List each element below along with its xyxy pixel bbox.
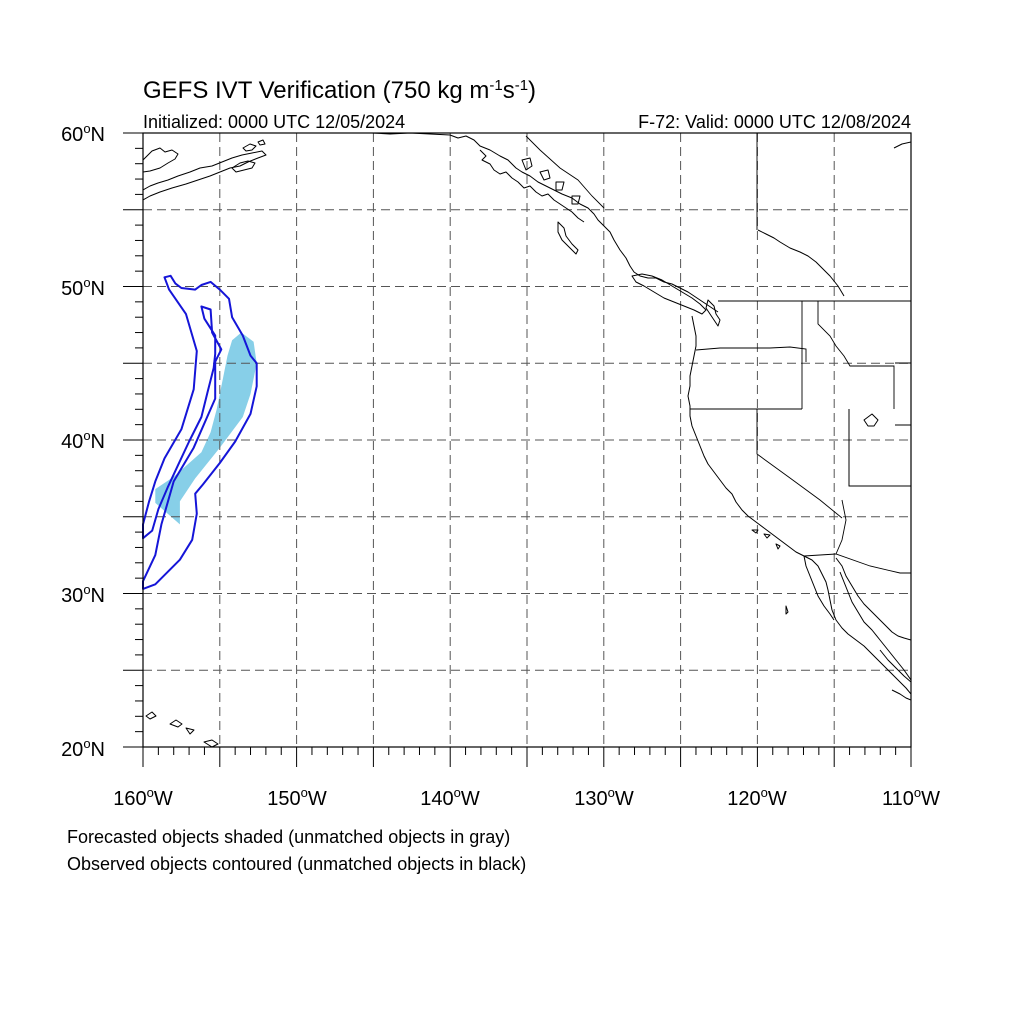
figure-title: GEFS IVT Verification (750 kg m-1s-1) — [143, 77, 536, 105]
vancouver-island — [631, 273, 707, 315]
lat-label-30: 30oN — [61, 582, 105, 607]
az-ca-border — [835, 499, 847, 555]
ca-nv-diagonal — [756, 409, 843, 519]
hawaii-oahu-maui — [169, 719, 195, 735]
observed-legend-note: Observed objects contoured (unmatched ob… — [67, 854, 526, 874]
lon-label-160: 160oW — [113, 785, 173, 810]
lon-label-120: 120oW — [727, 785, 787, 810]
us-mexico-border — [803, 553, 911, 574]
initialized-time: Initialized: 0000 UTC 12/05/2024 — [143, 112, 405, 132]
lat-label-20: 20oN — [61, 736, 105, 761]
lon-label-140: 140oW — [420, 785, 480, 810]
us-west-coast — [687, 315, 911, 695]
gridlines — [143, 133, 911, 747]
gulf-of-california — [835, 557, 911, 681]
lat-label-40: 40oN — [61, 428, 105, 453]
mexico-mainland-coast — [879, 649, 911, 701]
axis-ticks — [123, 132, 912, 767]
lon-label-150: 150oW — [267, 785, 327, 810]
alaska-archipelago — [521, 157, 581, 205]
se-alaska-fjords — [479, 149, 585, 223]
lat-label-60: 60oN — [61, 121, 105, 146]
valid-time: F-72: Valid: 0000 UTC 12/08/2024 — [638, 112, 911, 132]
alaska-islands — [242, 139, 266, 152]
hawaii-big-island — [203, 739, 219, 747]
observed-object-contour — [142, 274, 258, 590]
lon-label-130: 130oW — [574, 785, 634, 810]
wa-or-border — [695, 346, 807, 362]
bc-alaska-border — [525, 133, 758, 230]
haida-gwaii — [557, 221, 579, 255]
kodiak-island — [231, 160, 256, 173]
channel-islands — [751, 529, 789, 615]
se-alaska-coast — [371, 133, 719, 313]
alaska-coast — [143, 147, 179, 173]
interior-lakes — [757, 141, 911, 427]
forecast-object-shaded — [155, 332, 257, 525]
latitude-labels: 60oN 50oN 40oN 30oN 20oN — [61, 121, 105, 761]
longitude-labels: 160oW 150oW 140oW 130oW 120oW 110oW — [113, 785, 940, 810]
puget-sound — [705, 299, 721, 327]
forecast-legend-note: Forecasted objects shaded (unmatched obj… — [67, 827, 510, 847]
lon-label-110: 110oW — [882, 785, 940, 810]
coastlines — [143, 133, 911, 747]
political-borders — [525, 133, 911, 574]
map-panel — [123, 132, 912, 767]
hawaii-kauai — [145, 711, 157, 720]
lat-label-50: 50oN — [61, 275, 105, 300]
idaho-borders — [801, 301, 895, 486]
nv-ut-az-borders — [848, 362, 911, 487]
baja-peninsula — [803, 555, 835, 621]
alaska-peninsula-coast — [143, 150, 267, 201]
